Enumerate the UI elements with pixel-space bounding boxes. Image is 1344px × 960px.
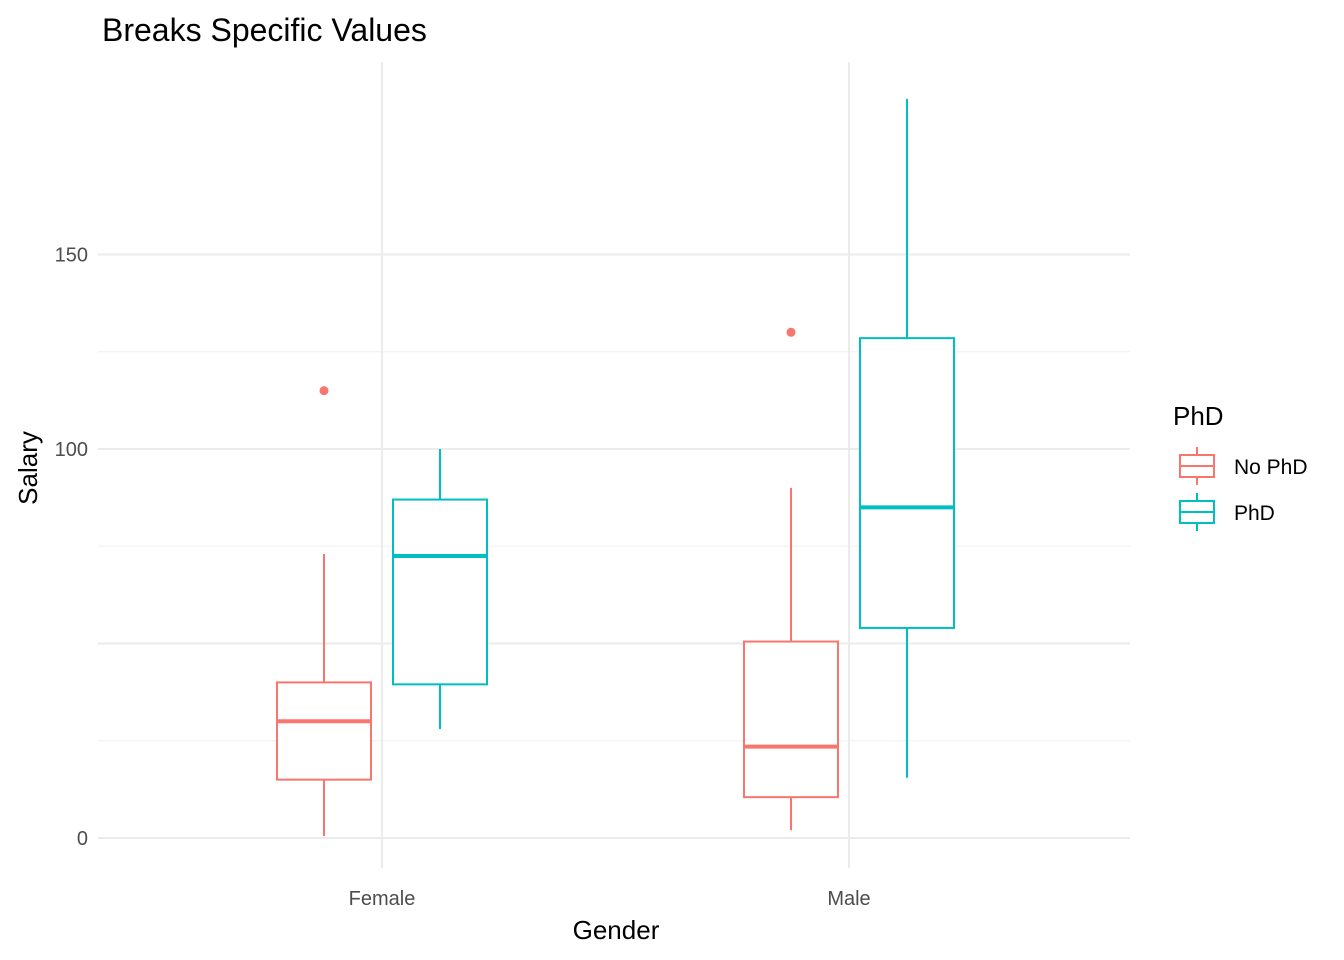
plot-panel	[98, 62, 1130, 868]
box-body	[859, 337, 955, 629]
legend-key-no-phd: No PhD	[1179, 447, 1308, 485]
y-axis-title: Salary	[13, 431, 43, 505]
legend-label: PhD	[1234, 502, 1275, 525]
box-body	[392, 498, 488, 686]
box-phd-female	[392, 449, 488, 730]
box-body	[743, 640, 839, 799]
x-axis-title: Gender	[573, 915, 660, 945]
outlier-point	[786, 327, 796, 337]
box-no-phd-male	[743, 327, 839, 831]
y-tick-label: 0	[77, 828, 88, 850]
x-tick-label: Male	[827, 888, 870, 910]
x-tick-label: Female	[349, 888, 416, 910]
legend-keys: No PhD PhD	[1179, 447, 1308, 531]
x-axis-ticks: Female Male	[349, 888, 871, 910]
legend-title: PhD	[1173, 401, 1224, 431]
outlier-point	[319, 386, 329, 396]
box-phd-male	[859, 98, 955, 778]
y-tick-label: 100	[55, 439, 88, 461]
legend-label: No PhD	[1234, 456, 1308, 479]
grid-lines	[98, 62, 1130, 868]
y-axis-ticks: 0 100 150	[55, 245, 88, 851]
boxes-layer	[276, 98, 955, 837]
box-no-phd-female	[276, 386, 372, 837]
legend-key-phd: PhD	[1179, 493, 1275, 531]
y-tick-label: 150	[55, 245, 88, 267]
chart-title: Breaks Specific Values	[102, 12, 427, 48]
legend: PhD No PhD PhD	[1173, 401, 1308, 531]
box-body	[276, 681, 372, 781]
